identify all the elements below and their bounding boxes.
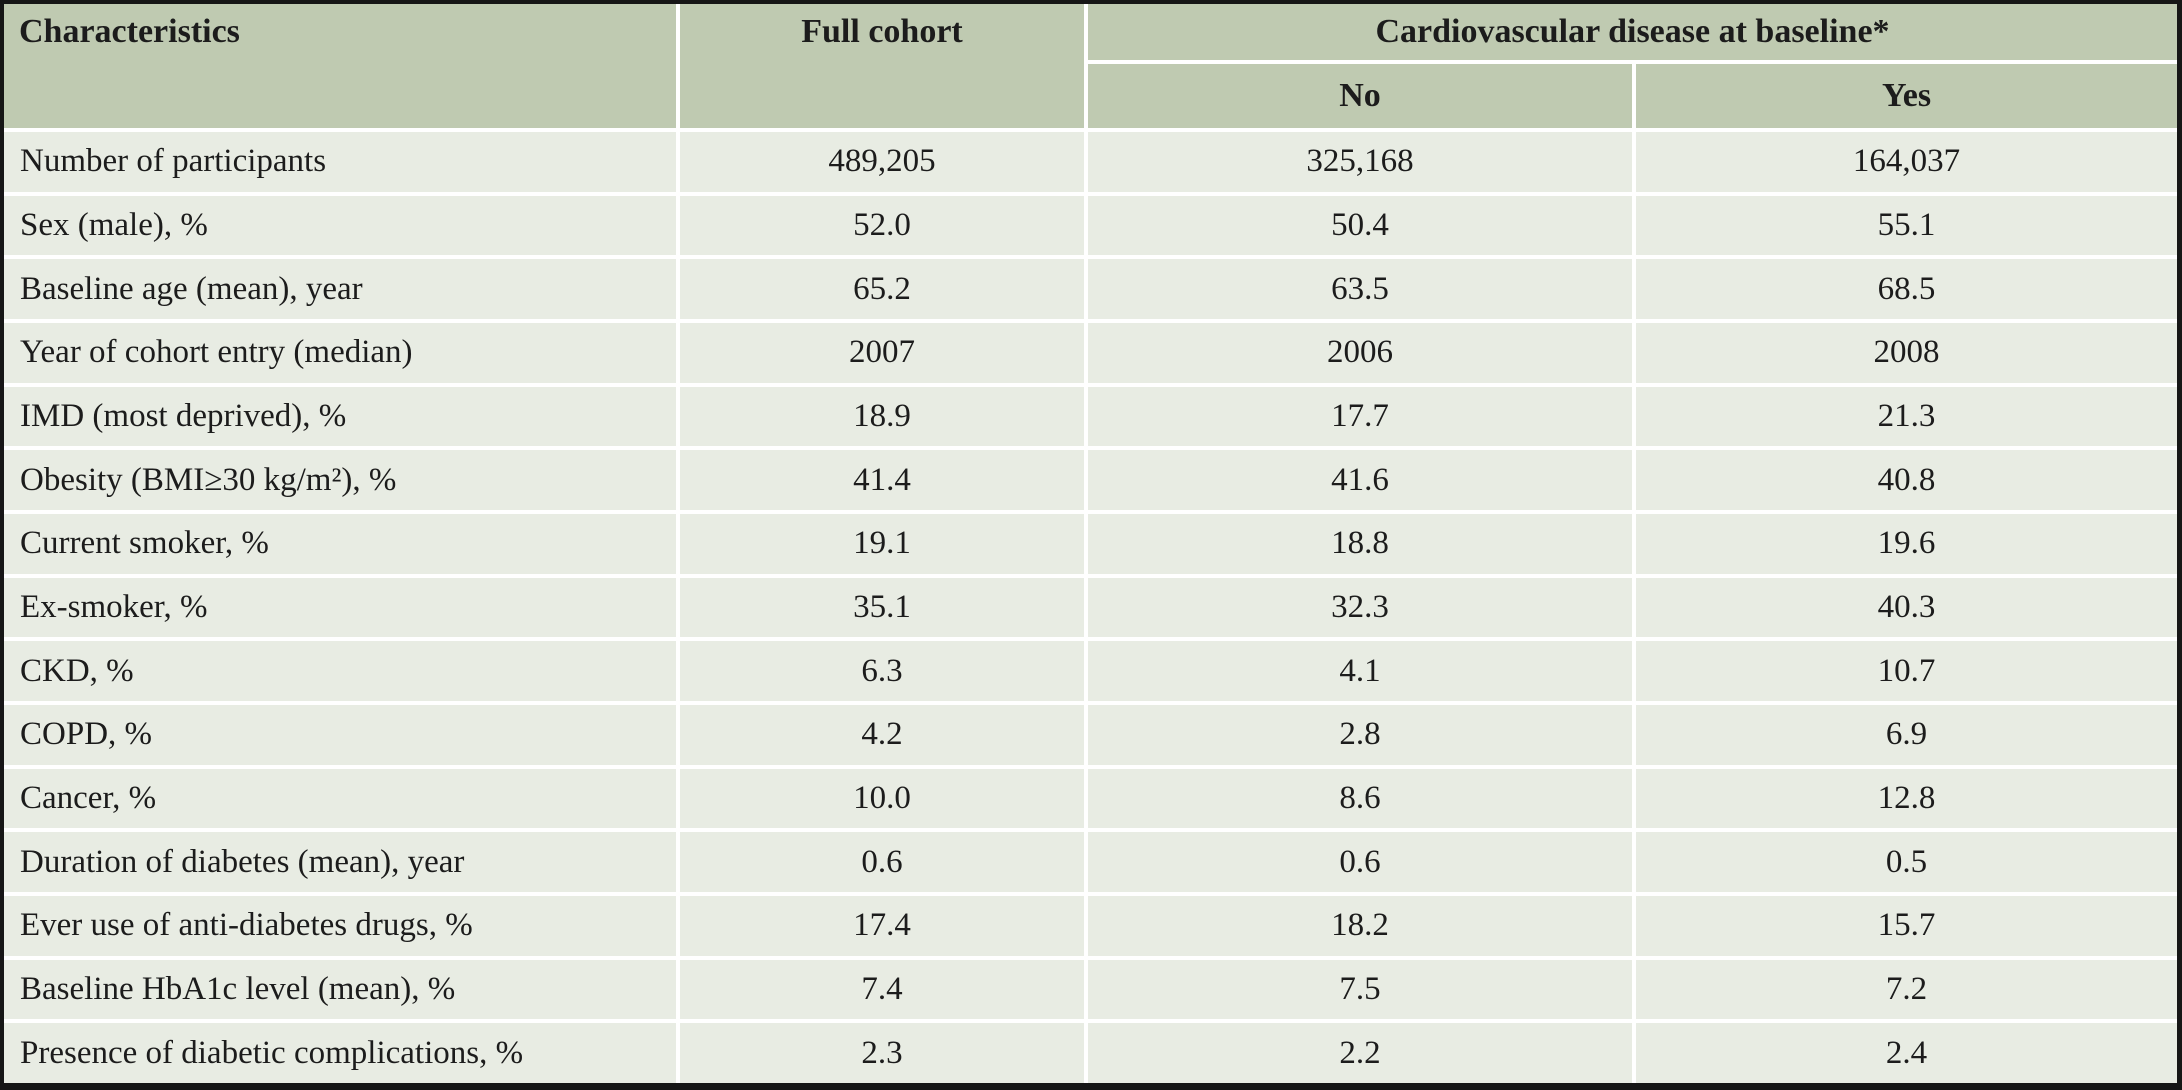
cvd-yes-value: 12.8 bbox=[1636, 768, 2177, 829]
cvd-no-value: 50.4 bbox=[1088, 195, 1632, 256]
cvd-yes-value: 2.4 bbox=[1636, 1023, 2177, 1083]
cvd-no-value: 18.8 bbox=[1088, 514, 1632, 574]
row-label: Current smoker, % bbox=[4, 514, 676, 574]
cvd-no-value: 0.6 bbox=[1088, 832, 1632, 892]
cvd-no-value: 7.5 bbox=[1088, 959, 1632, 1020]
column-header-cvd-at-baseline: Cardiovascular disease at baseline* bbox=[1088, 4, 2177, 60]
cvd-yes-value: 55.1 bbox=[1636, 195, 2177, 256]
cvd-no-value: 4.1 bbox=[1088, 641, 1632, 701]
cvd-yes-value: 2008 bbox=[1636, 323, 2177, 383]
full-cohort-value: 7.4 bbox=[680, 959, 1084, 1020]
cvd-no-value: 2006 bbox=[1088, 323, 1632, 383]
full-cohort-value: 65.2 bbox=[680, 259, 1084, 319]
column-header-characteristics: Characteristics bbox=[4, 4, 676, 128]
full-cohort-value: 18.9 bbox=[680, 386, 1084, 447]
cvd-yes-value: 40.8 bbox=[1636, 450, 2177, 510]
cvd-no-value: 8.6 bbox=[1088, 768, 1632, 829]
cvd-yes-value: 6.9 bbox=[1636, 705, 2177, 765]
cvd-yes-value: 68.5 bbox=[1636, 259, 2177, 319]
row-label: Cancer, % bbox=[4, 768, 676, 829]
cvd-no-value: 41.6 bbox=[1088, 450, 1632, 510]
full-cohort-value: 10.0 bbox=[680, 768, 1084, 829]
row-label: Baseline HbA1c level (mean), % bbox=[4, 959, 676, 1020]
row-label: Obesity (BMI≥30 kg/m²), % bbox=[4, 450, 676, 510]
cvd-yes-value: 21.3 bbox=[1636, 386, 2177, 447]
cvd-yes-value: 15.7 bbox=[1636, 896, 2177, 956]
row-label: COPD, % bbox=[4, 705, 676, 765]
full-cohort-value: 2007 bbox=[680, 323, 1084, 383]
cvd-no-value: 17.7 bbox=[1088, 386, 1632, 447]
column-subheader-cvd-no: No bbox=[1088, 64, 1632, 128]
row-label: Ex-smoker, % bbox=[4, 577, 676, 638]
full-cohort-value: 52.0 bbox=[680, 195, 1084, 256]
row-label: Number of participants bbox=[4, 132, 676, 192]
cvd-yes-value: 0.5 bbox=[1636, 832, 2177, 892]
cvd-yes-value: 7.2 bbox=[1636, 959, 2177, 1020]
full-cohort-value: 41.4 bbox=[680, 450, 1084, 510]
cvd-no-value: 325,168 bbox=[1088, 132, 1632, 192]
row-label: CKD, % bbox=[4, 641, 676, 701]
column-header-full-cohort: Full cohort bbox=[680, 4, 1084, 128]
row-label: Sex (male), % bbox=[4, 195, 676, 256]
cvd-yes-value: 10.7 bbox=[1636, 641, 2177, 701]
row-label: Duration of diabetes (mean), year bbox=[4, 832, 676, 892]
full-cohort-value: 2.3 bbox=[680, 1023, 1084, 1083]
full-cohort-value: 35.1 bbox=[680, 577, 1084, 638]
cvd-no-value: 32.3 bbox=[1088, 577, 1632, 638]
cvd-no-value: 2.8 bbox=[1088, 705, 1632, 765]
full-cohort-value: 4.2 bbox=[680, 705, 1084, 765]
column-subheader-cvd-yes: Yes bbox=[1636, 64, 2177, 128]
full-cohort-value: 19.1 bbox=[680, 514, 1084, 574]
row-label: Baseline age (mean), year bbox=[4, 259, 676, 319]
full-cohort-value: 0.6 bbox=[680, 832, 1084, 892]
cvd-yes-value: 40.3 bbox=[1636, 577, 2177, 638]
row-label: Year of cohort entry (median) bbox=[4, 323, 676, 383]
cvd-no-value: 18.2 bbox=[1088, 896, 1632, 956]
cvd-yes-value: 164,037 bbox=[1636, 132, 2177, 192]
full-cohort-value: 17.4 bbox=[680, 896, 1084, 956]
row-label: Ever use of anti-diabetes drugs, % bbox=[4, 896, 676, 956]
row-label: IMD (most deprived), % bbox=[4, 386, 676, 447]
full-cohort-value: 489,205 bbox=[680, 132, 1084, 192]
cvd-yes-value: 19.6 bbox=[1636, 514, 2177, 574]
full-cohort-value: 6.3 bbox=[680, 641, 1084, 701]
cvd-no-value: 2.2 bbox=[1088, 1023, 1632, 1083]
row-label: Presence of diabetic complications, % bbox=[4, 1023, 676, 1083]
cvd-no-value: 63.5 bbox=[1088, 259, 1632, 319]
